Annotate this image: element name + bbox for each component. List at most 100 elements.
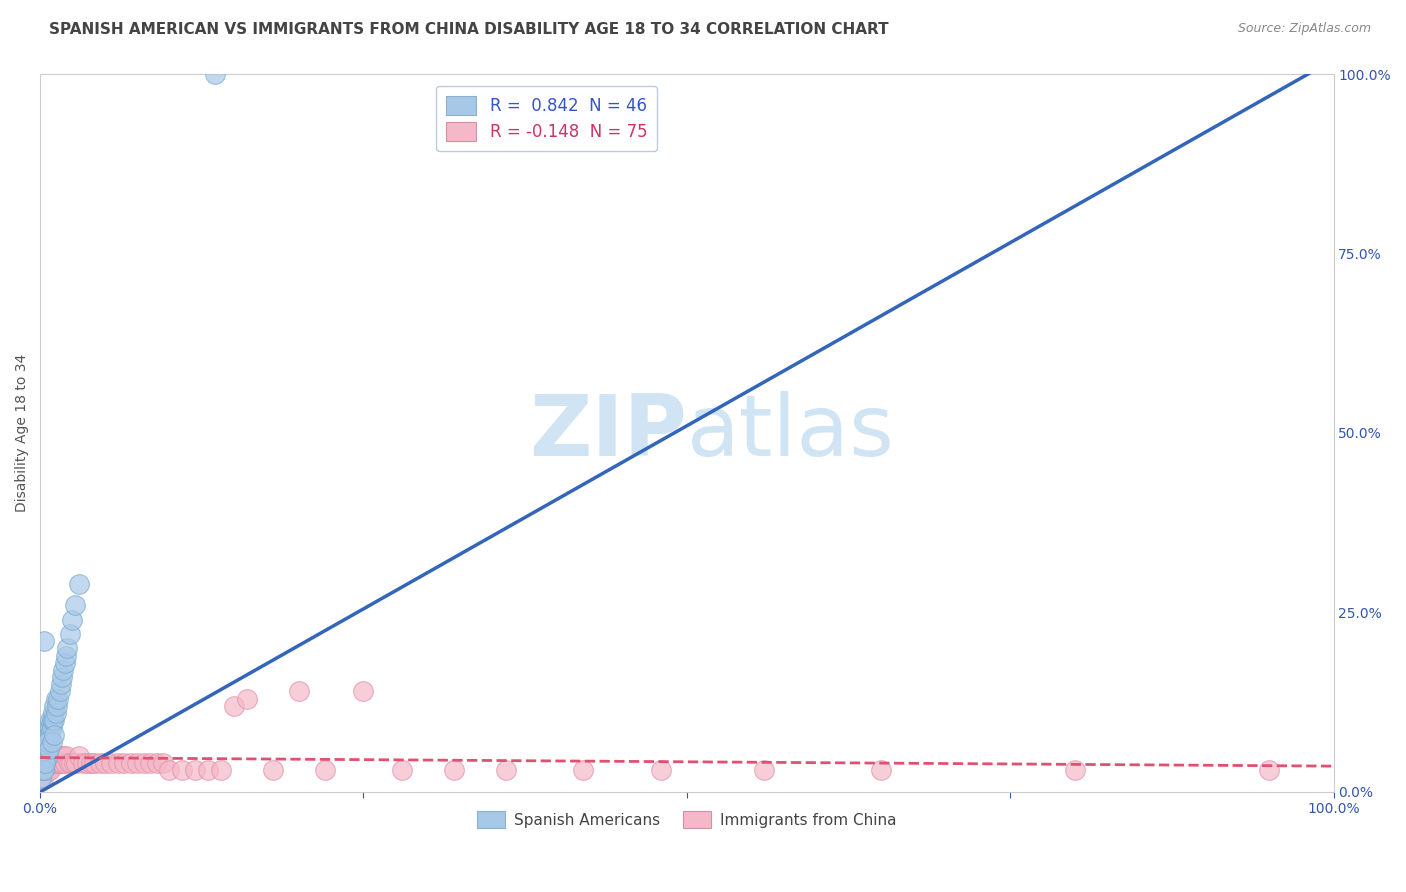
Point <box>391 764 413 778</box>
Point <box>39 756 62 771</box>
Text: atlas: atlas <box>686 392 894 475</box>
Point <box>51 670 73 684</box>
Point <box>120 756 142 771</box>
Point <box>60 756 83 771</box>
Point <box>38 742 60 756</box>
Point <box>37 735 59 749</box>
Point <box>44 749 66 764</box>
Point <box>94 756 117 771</box>
Point <box>53 756 76 771</box>
Point <box>495 764 517 778</box>
Point <box>197 764 219 778</box>
Point <box>236 691 259 706</box>
Point <box>55 749 77 764</box>
Point <box>37 749 59 764</box>
Point <box>37 764 59 778</box>
Point <box>42 749 65 764</box>
Point <box>34 749 56 764</box>
Point <box>41 720 63 734</box>
Point <box>41 756 63 771</box>
Point <box>31 771 53 785</box>
Point <box>35 742 58 756</box>
Point <box>35 756 58 771</box>
Point <box>45 706 67 720</box>
Point <box>52 749 75 764</box>
Point <box>58 756 80 771</box>
Point <box>76 756 98 771</box>
Point <box>32 764 55 778</box>
Point <box>41 713 63 727</box>
Point <box>172 764 194 778</box>
Point <box>49 677 72 691</box>
Point <box>46 756 69 771</box>
Point <box>35 749 58 764</box>
Point <box>62 613 84 627</box>
Point <box>38 727 60 741</box>
Text: ZIP: ZIP <box>529 392 686 475</box>
Point <box>46 691 69 706</box>
Point <box>127 756 149 771</box>
Point <box>39 764 62 778</box>
Point <box>314 764 336 778</box>
Point <box>204 67 226 81</box>
Point <box>79 756 101 771</box>
Point <box>159 764 181 778</box>
Point <box>45 691 67 706</box>
Point <box>48 684 70 698</box>
Text: Source: ZipAtlas.com: Source: ZipAtlas.com <box>1237 22 1371 36</box>
Point <box>83 756 105 771</box>
Point <box>139 756 162 771</box>
Point <box>35 764 58 778</box>
Point <box>48 749 70 764</box>
Point <box>41 735 63 749</box>
Point <box>42 756 65 771</box>
Point <box>32 634 55 648</box>
Point <box>112 756 135 771</box>
Point <box>44 713 66 727</box>
Point <box>41 749 63 764</box>
Point <box>59 627 82 641</box>
Point <box>132 756 155 771</box>
Point <box>209 764 232 778</box>
Point <box>35 735 58 749</box>
Point <box>31 764 53 778</box>
Point <box>34 756 56 771</box>
Point <box>650 764 672 778</box>
Point <box>42 706 65 720</box>
Y-axis label: Disability Age 18 to 34: Disability Age 18 to 34 <box>15 354 30 512</box>
Point <box>30 771 52 785</box>
Point <box>63 599 86 613</box>
Point <box>32 764 55 778</box>
Point <box>38 756 60 771</box>
Point <box>67 749 90 764</box>
Point <box>869 764 891 778</box>
Point <box>572 764 595 778</box>
Text: SPANISH AMERICAN VS IMMIGRANTS FROM CHINA DISABILITY AGE 18 TO 34 CORRELATION CH: SPANISH AMERICAN VS IMMIGRANTS FROM CHIN… <box>49 22 889 37</box>
Point <box>353 684 375 698</box>
Point <box>45 698 67 713</box>
Point <box>51 756 73 771</box>
Point <box>38 764 60 778</box>
Point <box>30 771 52 785</box>
Point <box>38 735 60 749</box>
Point <box>89 756 111 771</box>
Point <box>45 756 67 771</box>
Point <box>38 720 60 734</box>
Point <box>145 756 167 771</box>
Point <box>67 576 90 591</box>
Point <box>39 727 62 741</box>
Point <box>45 749 67 764</box>
Point <box>31 764 53 778</box>
Point <box>443 764 465 778</box>
Point <box>288 684 311 698</box>
Point <box>32 749 55 764</box>
Point <box>37 727 59 741</box>
Point <box>55 648 77 663</box>
Point <box>1257 764 1279 778</box>
Point <box>100 756 122 771</box>
Point <box>49 756 72 771</box>
Point <box>32 756 55 771</box>
Point <box>107 756 129 771</box>
Point <box>42 713 65 727</box>
Point <box>184 764 207 778</box>
